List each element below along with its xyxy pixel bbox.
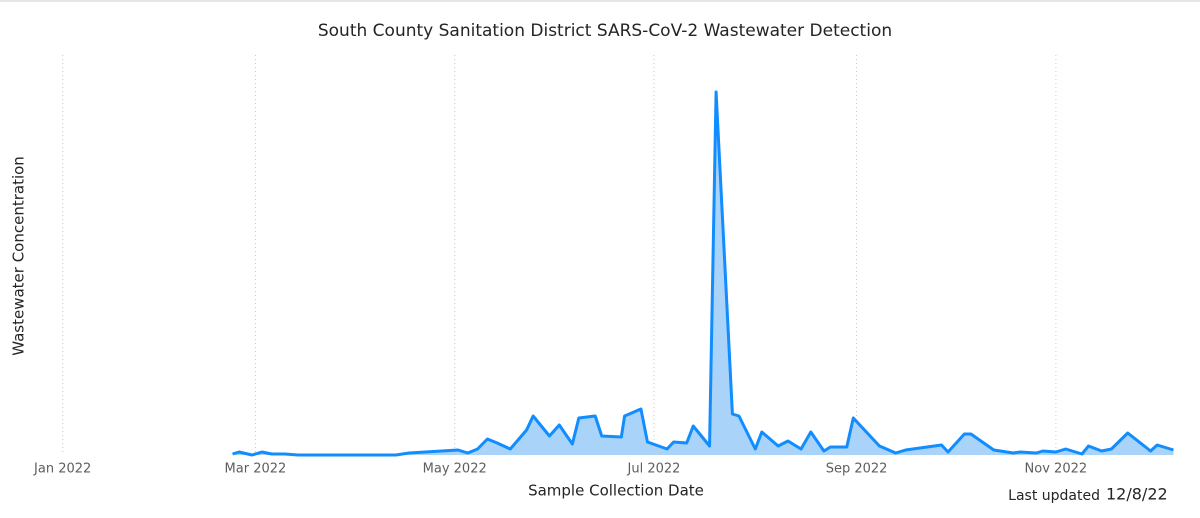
x-tick-label: Jan 2022: [33, 462, 91, 477]
chart-title: South County Sanitation District SARS-Co…: [318, 21, 892, 41]
y-axis-label: Wastewater Concentration: [10, 156, 28, 356]
x-axis-label: Sample Collection Date: [528, 482, 704, 500]
line: [232, 90, 1174, 457]
footer-date: 12/8/22: [1106, 485, 1168, 504]
x-tick-label: Sep 2022: [826, 462, 888, 477]
x-tick-label: Nov 2022: [1025, 462, 1088, 477]
x-tick-label: Jul 2022: [627, 462, 681, 477]
x-tick-label: May 2022: [423, 462, 487, 477]
x-tick-label: Mar 2022: [225, 462, 287, 477]
footer-label: Last updated: [1008, 488, 1100, 504]
area-fill: [232, 92, 1174, 455]
